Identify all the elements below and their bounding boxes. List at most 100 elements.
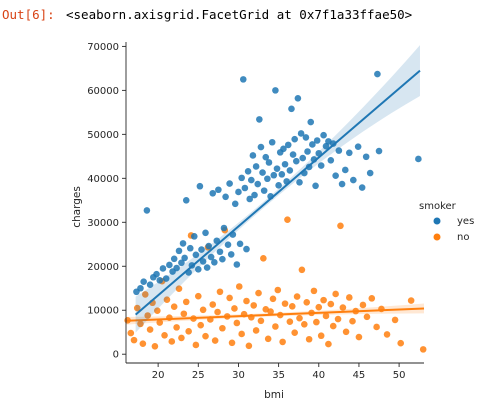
point-no — [339, 304, 347, 311]
point-no — [226, 294, 233, 302]
point-yes — [335, 147, 343, 154]
point-no — [156, 319, 164, 326]
point-yes — [156, 277, 164, 284]
point-no — [180, 310, 188, 318]
output-row: Out[6]: <seaborn.axisgrid.FacetGrid at 0… — [0, 4, 412, 24]
point-yes — [264, 175, 271, 183]
y-tick-label: 20000 — [87, 262, 119, 273]
x-tick-label: 30 — [232, 370, 245, 381]
point-no — [419, 346, 427, 353]
point-yes — [251, 191, 258, 199]
point-yes — [268, 138, 276, 146]
point-no — [127, 329, 135, 337]
output-prompt: Out[6]: — [2, 6, 55, 22]
point-yes — [179, 240, 187, 247]
point-no — [317, 332, 325, 340]
point-yes — [299, 154, 307, 162]
x-axis-label: bmi — [264, 389, 284, 401]
point-no — [322, 312, 330, 320]
point-no — [175, 285, 183, 292]
point-yes — [243, 245, 250, 253]
point-yes — [272, 87, 279, 94]
point-yes — [182, 197, 190, 204]
point-yes — [273, 165, 281, 172]
point-no — [255, 289, 262, 297]
point-yes — [345, 149, 353, 157]
point-yes — [137, 284, 144, 292]
y-axis-label: charges — [71, 186, 83, 228]
point-no — [325, 340, 332, 348]
point-no — [288, 302, 296, 310]
point-no — [332, 290, 339, 298]
point-no — [151, 342, 159, 350]
point-yes — [211, 259, 218, 266]
point-yes — [203, 264, 211, 271]
point-no — [144, 312, 151, 319]
point-yes — [284, 141, 292, 149]
point-yes — [302, 134, 310, 141]
point-no — [260, 255, 267, 262]
point-no — [130, 336, 138, 344]
point-no — [305, 335, 313, 343]
y-tick-label: 30000 — [87, 218, 119, 229]
point-yes — [219, 255, 226, 263]
point-yes — [239, 76, 247, 83]
point-yes — [260, 187, 268, 194]
point-yes — [143, 207, 151, 214]
point-yes — [248, 176, 255, 184]
point-no — [209, 301, 217, 308]
point-yes — [358, 184, 366, 191]
point-no — [342, 328, 350, 336]
point-yes — [199, 258, 207, 265]
x-tick-label: 25 — [192, 370, 205, 381]
point-no — [173, 324, 180, 331]
point-yes — [235, 188, 242, 196]
point-no — [235, 283, 243, 290]
x-tick-label: 50 — [393, 370, 406, 381]
point-yes — [254, 180, 262, 188]
point-yes — [320, 131, 327, 139]
point-yes — [226, 180, 233, 187]
x-tick-label: 45 — [353, 370, 366, 381]
point-yes — [341, 166, 349, 174]
point-yes — [170, 255, 178, 263]
point-no — [334, 315, 342, 323]
point-no — [327, 300, 335, 308]
point-no — [252, 327, 260, 334]
point-yes — [312, 182, 319, 190]
point-yes — [288, 105, 295, 113]
point-yes — [286, 167, 294, 174]
y-tick-label: 60000 — [87, 86, 119, 97]
y-tick-label: 0 — [113, 350, 119, 361]
point-no — [216, 288, 224, 296]
point-yes — [220, 224, 228, 232]
axes: 20 25 30 35 40 45 50 0 10000 20000 30000 40000 50000… — [87, 42, 424, 381]
point-no — [313, 318, 320, 326]
point-yes — [216, 248, 224, 256]
point-yes — [350, 176, 357, 184]
point-yes — [178, 259, 185, 267]
point-no — [139, 340, 147, 347]
point-yes — [194, 266, 202, 273]
point-yes — [207, 253, 215, 261]
point-yes — [252, 163, 260, 170]
point-no — [163, 296, 171, 303]
point-yes — [209, 189, 217, 197]
point-yes — [227, 251, 235, 258]
point-yes — [257, 143, 265, 151]
point-yes — [281, 160, 289, 168]
point-no — [250, 302, 258, 309]
point-no — [355, 333, 363, 341]
point-yes — [354, 143, 362, 150]
point-yes — [313, 137, 321, 144]
point-no — [192, 341, 200, 349]
y-tick-label: 70000 — [87, 42, 119, 53]
output-text: <seaborn.axisgrid.FacetGrid at 0x7f1a33f… — [66, 6, 413, 22]
point-no — [219, 324, 226, 332]
point-no — [315, 303, 323, 311]
point-yes — [289, 151, 297, 158]
point-yes — [249, 152, 257, 159]
legend-title: smoker — [419, 201, 457, 212]
point-no — [178, 334, 185, 342]
point-yes — [292, 157, 300, 165]
